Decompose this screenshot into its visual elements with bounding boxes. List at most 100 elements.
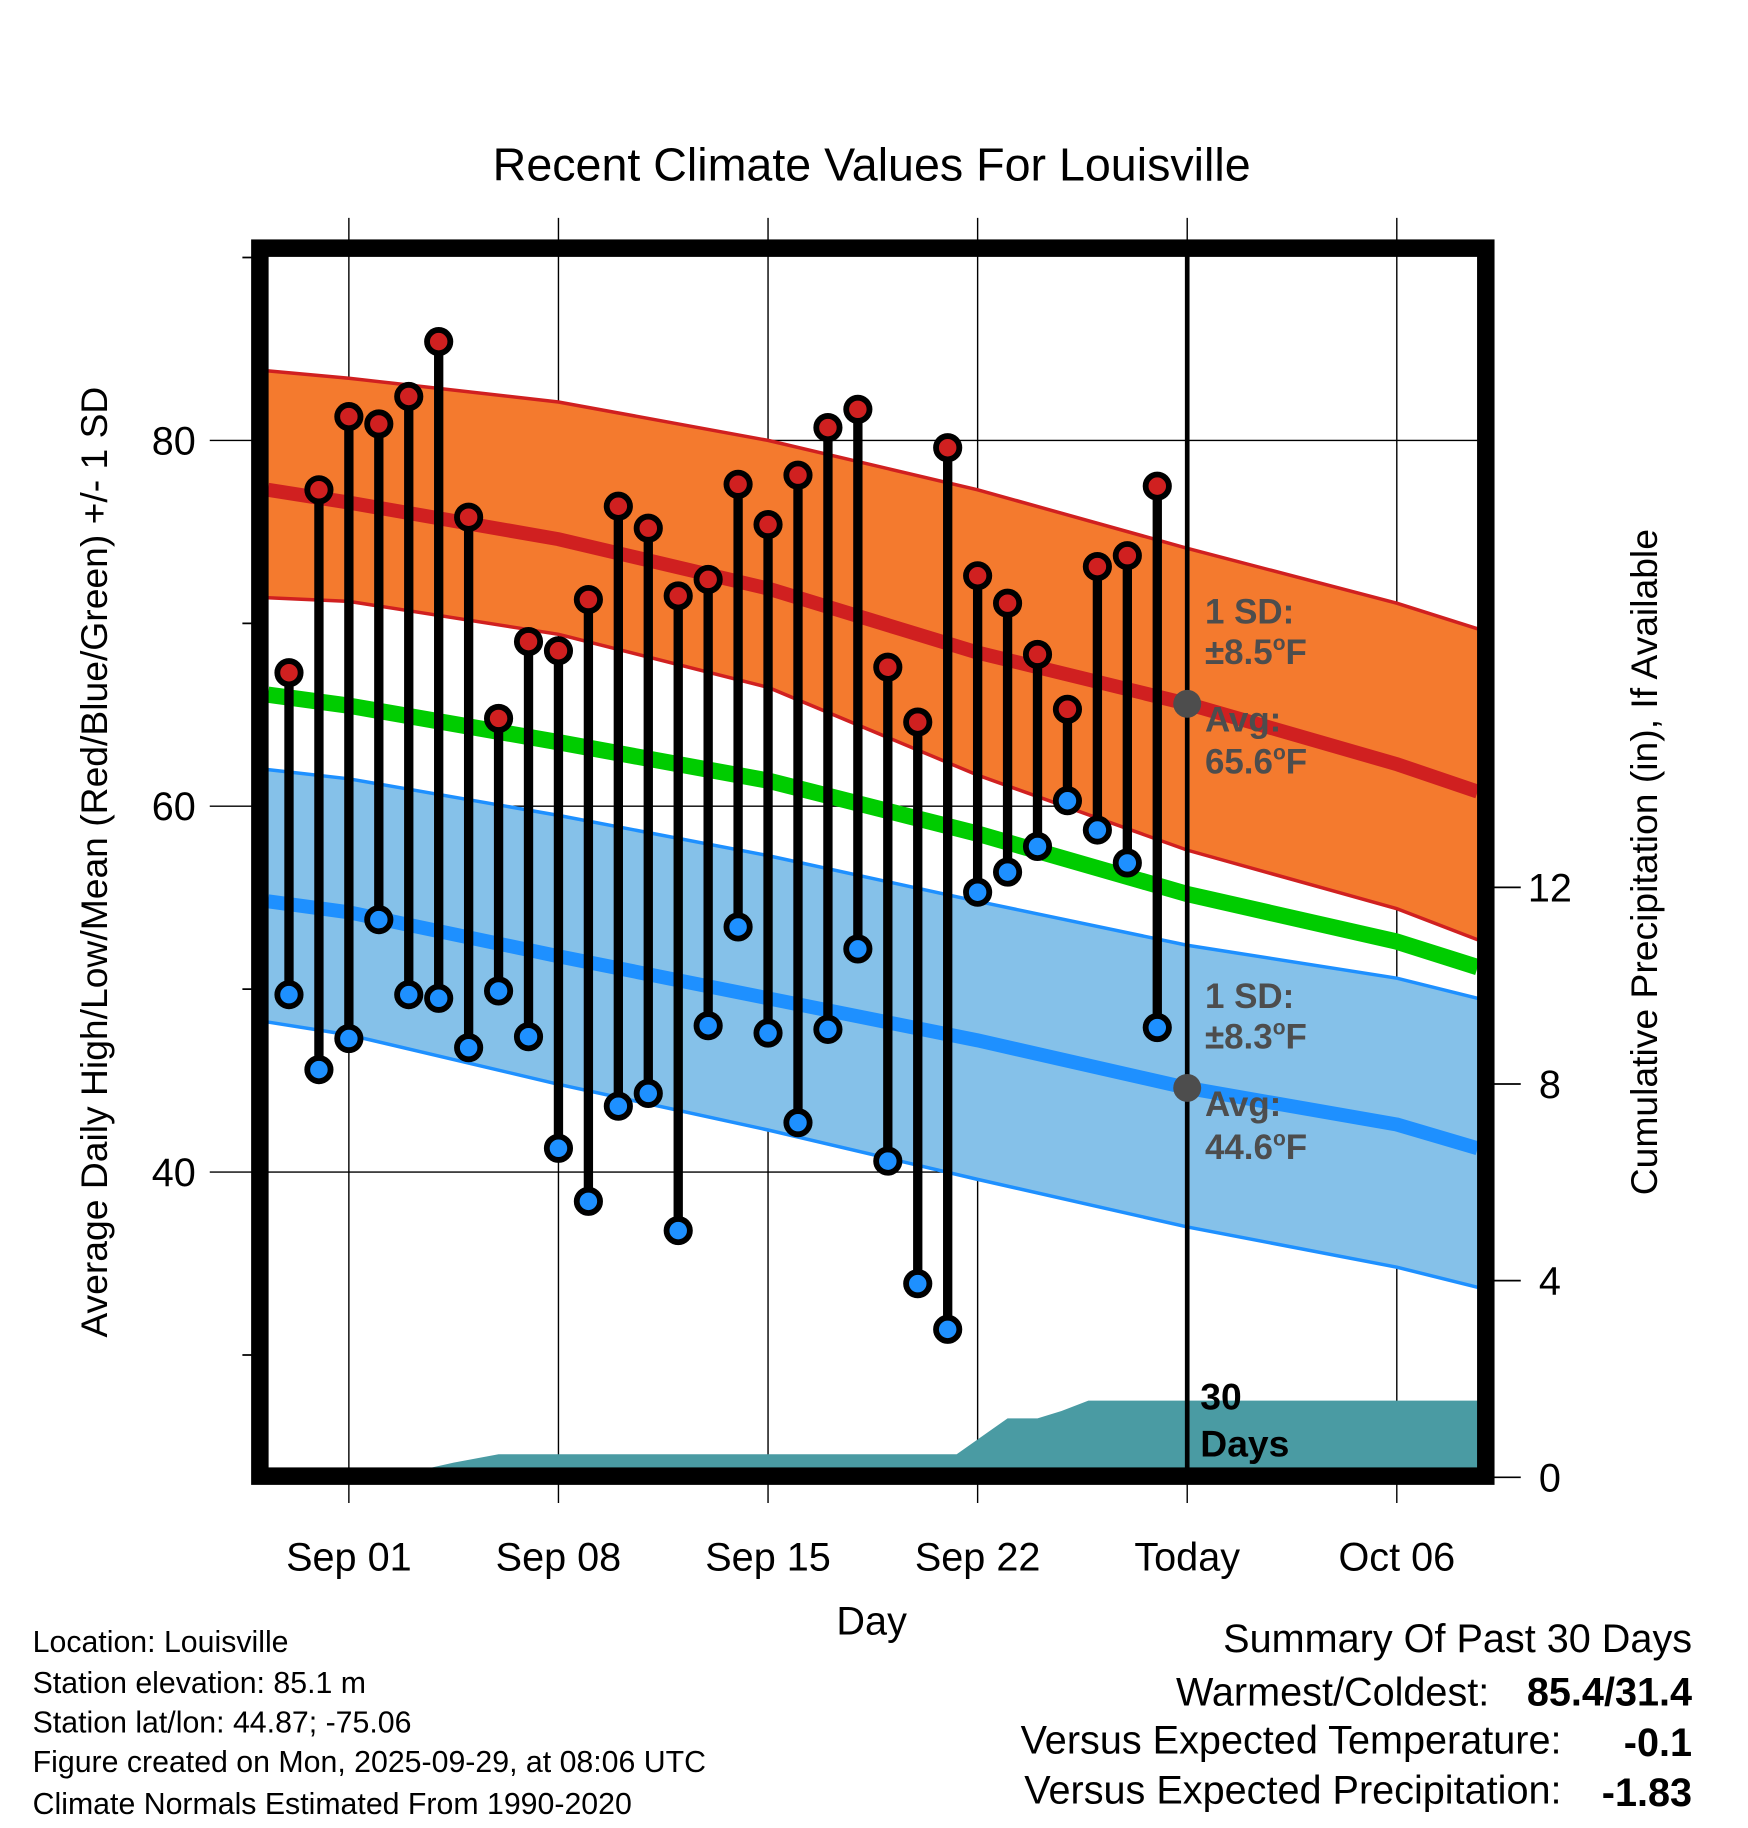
high-point (723, 469, 753, 499)
daily-range (364, 409, 394, 935)
low-point (843, 934, 873, 964)
low-point (454, 1033, 484, 1063)
low-point (1022, 831, 1053, 862)
daily-range (783, 460, 813, 1138)
low-point (603, 1091, 633, 1121)
y-tick-label: 40 (152, 1151, 196, 1195)
y2-tick-label: 8 (1539, 1063, 1561, 1107)
low-avg-marker (1173, 1073, 1202, 1102)
plot-frame (251, 239, 1495, 1485)
info-location: Location: Louisville (33, 1626, 289, 1659)
daily-range (903, 707, 933, 1299)
daily-range (394, 381, 424, 1010)
high-sd-label: 1 SD: (1205, 592, 1294, 631)
high-point (873, 652, 903, 682)
high-point (1142, 471, 1172, 501)
daily-range (993, 588, 1023, 887)
high-point (693, 564, 723, 594)
high-point (993, 588, 1023, 618)
high-point (633, 513, 663, 543)
x-tick-label: Sep 22 (915, 1536, 1041, 1580)
x-tick-label: Oct 06 (1338, 1536, 1455, 1580)
normal-high-line (266, 482, 1480, 799)
high-point (663, 581, 693, 611)
precip-area (268, 1400, 1478, 1468)
y2-tick-label: 12 (1528, 866, 1572, 910)
axis-ticks: Sep 01 Sep 08 Sep 15 Sep 22 Today Oct 0640608… (152, 256, 1572, 1580)
low-point (633, 1078, 663, 1108)
daily-range (484, 703, 514, 1006)
low-sd-band (268, 769, 1478, 1288)
low-point (753, 1018, 783, 1048)
temp-vs-expected-label: Versus Expected Temperature: (1021, 1718, 1562, 1762)
daily-range (304, 475, 334, 1085)
daily-range (1142, 471, 1172, 1043)
daily-range (543, 636, 574, 1163)
low-point (723, 912, 753, 942)
info-latlon: Station lat/lon: 44.87; -75.06 (33, 1706, 412, 1739)
high-point (783, 460, 813, 490)
daily-range (1022, 639, 1053, 862)
y2-axis-label: Cumulative Precipitation (in), If Availa… (1623, 529, 1665, 1195)
high-sd-band-lower-edge (267, 595, 1479, 942)
high-point (334, 402, 364, 432)
low-point (813, 1014, 843, 1044)
low-point (873, 1146, 903, 1176)
days-number: 30 (1200, 1376, 1241, 1418)
high-point (1052, 694, 1083, 724)
low-point (274, 980, 304, 1010)
high-point (753, 509, 783, 540)
summary-title: Summary Of Past 30 Days (1223, 1617, 1692, 1661)
daily-range (513, 627, 544, 1052)
high-point (304, 475, 334, 505)
low-point (1112, 848, 1142, 878)
daily-range (1112, 541, 1142, 878)
high-point (274, 658, 304, 688)
daily-range (663, 581, 693, 1246)
low-point (933, 1314, 963, 1344)
high-point (813, 413, 843, 443)
daily-range (1052, 694, 1083, 816)
high-point (933, 433, 963, 463)
low-point (364, 905, 394, 935)
info-normals: Climate Normals Estimated From 1990-2020 (33, 1788, 632, 1821)
daily-range (633, 513, 663, 1108)
low-sd-band-upper-edge (267, 767, 1479, 1000)
high-point (543, 636, 574, 666)
daily-range (693, 564, 723, 1041)
info-created: Figure created on Mon, 2025-09-29, at 08… (33, 1746, 706, 1779)
warmest-label: Warmest/Coldest: (1176, 1671, 1489, 1715)
low-sd-label: 1 SD: (1205, 977, 1294, 1016)
low-point (663, 1216, 693, 1246)
low-point (543, 1133, 574, 1163)
low-avg-value: 44.6oF (1205, 1127, 1307, 1167)
low-point (993, 857, 1023, 887)
low-point (1052, 786, 1083, 816)
x-tick-label: Sep 08 (496, 1536, 622, 1580)
info-elevation: Station elevation: 85.1 m (33, 1667, 366, 1700)
daily-range (813, 413, 843, 1044)
high-point (1082, 552, 1112, 582)
low-point (484, 976, 514, 1006)
high-point (424, 327, 454, 357)
daily-range (873, 652, 903, 1176)
x-tick-label: Today (1134, 1536, 1240, 1580)
high-point (963, 561, 993, 591)
days-word: Days (1200, 1422, 1289, 1464)
low-point (334, 1023, 364, 1054)
low-point (903, 1269, 933, 1299)
x-tick-label: Sep 15 (705, 1536, 831, 1580)
low-sd-band-lower-edge (267, 1020, 1479, 1289)
chart-title: Recent Climate Values For Louisville (493, 139, 1251, 191)
high-point (903, 707, 933, 737)
high-point (1022, 639, 1053, 669)
low-point (424, 983, 454, 1013)
daily-range (843, 394, 873, 964)
annotations: 1 SD: ±8.5oF Avg: 65.6oF 1 SD: ±8.3oF Av… (1173, 592, 1307, 1464)
daily-range (723, 469, 753, 942)
high-point (484, 703, 514, 733)
high-point (573, 584, 603, 615)
low-point (963, 877, 993, 907)
x-tick-label: Sep 01 (286, 1536, 412, 1580)
